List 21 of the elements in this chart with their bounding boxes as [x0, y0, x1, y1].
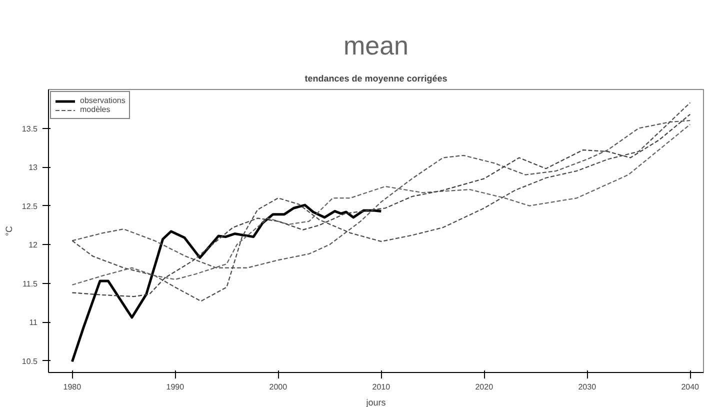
legend-label: modèles	[80, 105, 110, 114]
x-tick-label: 2040	[681, 382, 700, 392]
x-tick-label: 1990	[166, 382, 185, 392]
y-tick-label: 10.5	[22, 356, 38, 366]
y-tick-label: 12.5	[22, 202, 38, 211]
x-axis-title: jours	[365, 398, 386, 407]
y-tick-label: 13.5	[22, 124, 38, 134]
y-tick-label: 12	[28, 240, 38, 250]
x-tick-label: 2030	[578, 382, 597, 392]
chart-subtitle: tendances de moyenne corrigées	[304, 74, 448, 84]
x-tick-label: 2010	[372, 382, 391, 392]
legend-label: observations	[80, 96, 126, 105]
x-tick-label: 2020	[475, 382, 494, 392]
y-tick-label: 11.5	[22, 279, 38, 288]
y-tick-label: 11	[29, 318, 38, 328]
chart-title: mean	[343, 30, 409, 60]
y-axis-title: °C	[4, 225, 14, 236]
x-tick-label: 2000	[269, 382, 288, 392]
line-series	[70, 204, 382, 363]
y-tick-label: 13	[28, 163, 38, 172]
x-tick-label: 1980	[63, 382, 82, 392]
